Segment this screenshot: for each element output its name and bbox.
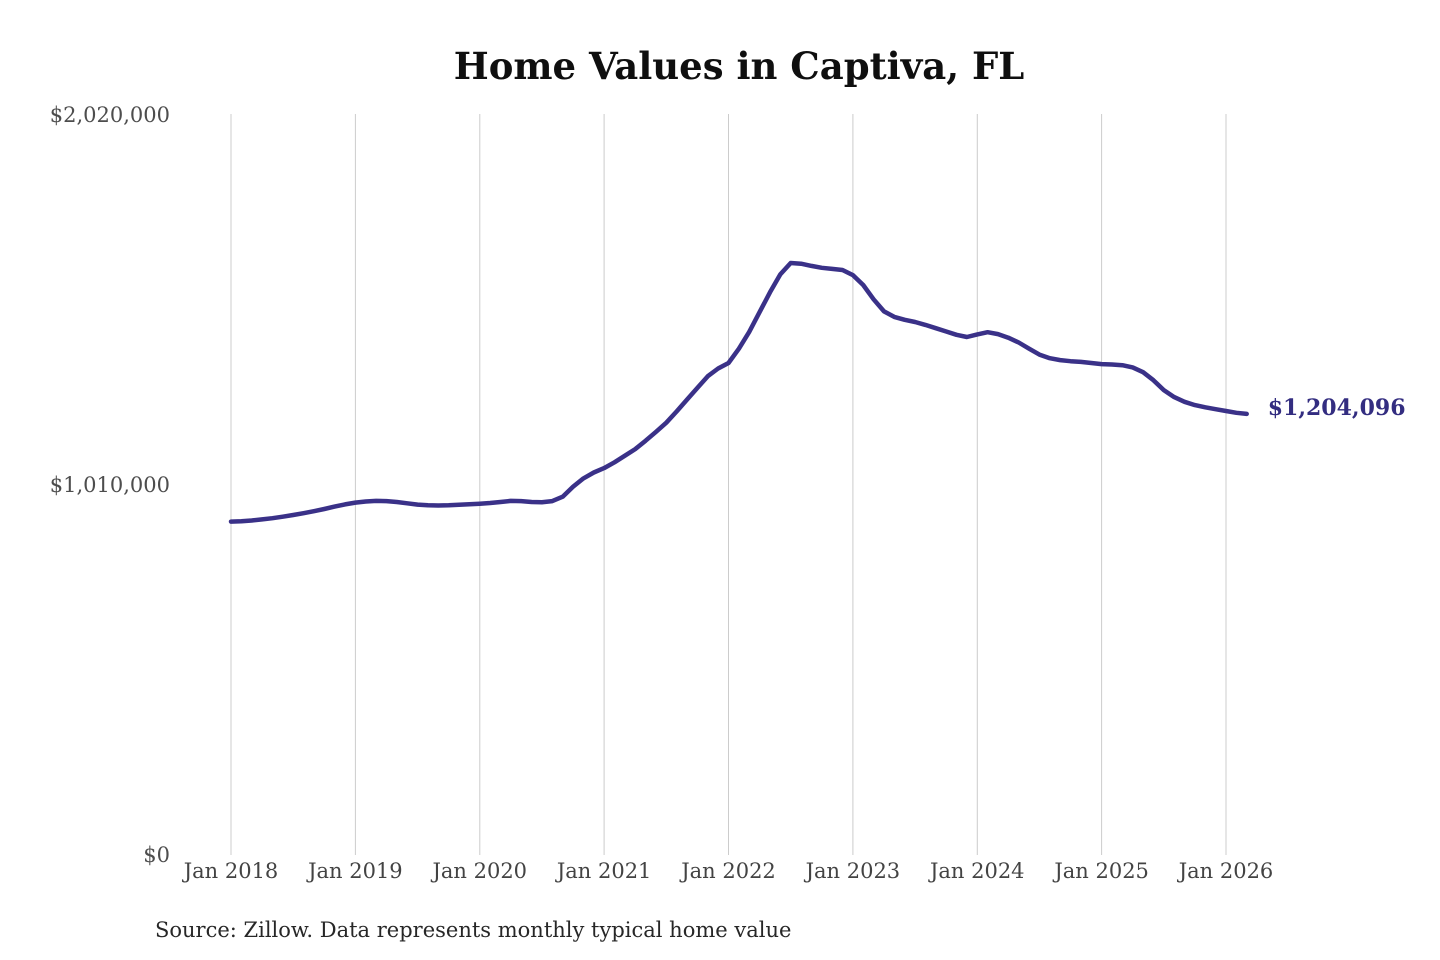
source-note: Source: Zillow. Data represents monthly … [155,918,792,942]
x-axis-tick-label: Jan 2023 [805,859,901,883]
x-axis-tick-label: Jan 2024 [929,859,1025,883]
x-axis-tick-label: Jan 2020 [432,859,528,883]
x-axis-tick-label: Jan 2026 [1178,859,1274,883]
y-axis-tick-label: $2,020,000 [49,103,170,127]
x-axis-tick-label: Jan 2021 [556,859,652,883]
x-axis-tick-label: Jan 2019 [308,859,403,883]
home-value-line [228,260,1249,524]
y-axis-tick-label: $1,010,000 [49,473,170,497]
x-axis-tick-label: Jan 2025 [1054,859,1149,883]
x-axis-tick-label: Jan 2018 [183,859,279,883]
chart-title: Home Values in Captiva, FL [453,44,1025,88]
current-value-label: $1,204,096 [1267,394,1406,421]
y-axis-tick-label: $0 [143,843,170,867]
x-axis-tick-label: Jan 2022 [681,859,776,883]
